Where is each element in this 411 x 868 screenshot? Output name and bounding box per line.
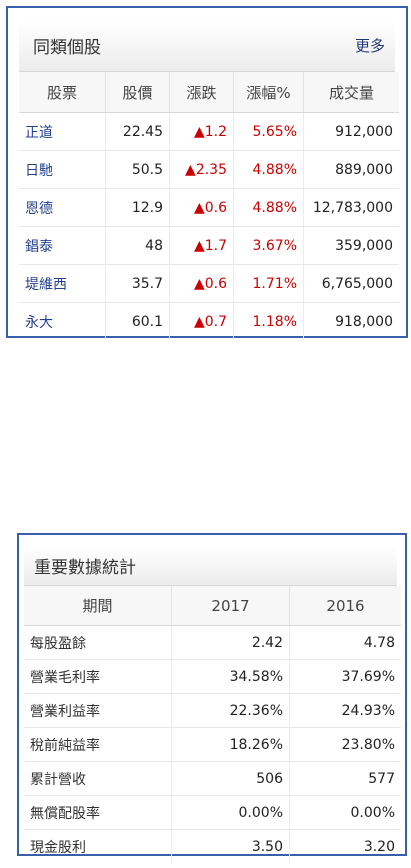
stock-price: 60.1	[105, 302, 170, 340]
stat-label: 稅前純益率	[24, 727, 172, 762]
stat-value-2016: 0.00%	[289, 795, 401, 830]
stat-value-2017: 34.58%	[171, 659, 290, 694]
stock-change-pct: 1.71%	[233, 264, 304, 303]
stat-value-2017: 0.00%	[171, 795, 290, 830]
peer-stocks-panel: 同類個股 更多 股票 股價 漲跌 漲幅% 成交量 正道 22.45 ▲1.2 5…	[6, 6, 408, 340]
stock-change-pct: 4.88%	[233, 188, 304, 227]
table-row: 堤維西 35.7 ▲0.6 1.71% 6,765,000	[19, 264, 399, 303]
column-header-price: 股價	[105, 72, 170, 113]
peer-stocks-header: 同類個股 更多	[19, 20, 395, 72]
stat-label: 每股盈餘	[24, 625, 172, 660]
stat-value-2017: 22.36%	[171, 693, 290, 728]
stock-change-pct: 4.88%	[233, 150, 304, 189]
peer-stocks-title: 同類個股	[33, 38, 101, 58]
stock-name-link[interactable]: 錩泰	[19, 226, 106, 265]
table-header-row: 股票 股價 漲跌 漲幅% 成交量	[19, 72, 399, 113]
key-stats-panel: 重要數據統計 期間 2017 2016 每股盈餘 2.42 4.78 營業毛利率…	[17, 533, 407, 863]
stock-name-link[interactable]: 正道	[19, 112, 106, 151]
stat-value-2017: 506	[171, 761, 290, 796]
stat-value-2017: 18.26%	[171, 727, 290, 762]
stock-name-link[interactable]: 永大	[19, 302, 106, 340]
stock-price: 22.45	[105, 112, 170, 151]
stat-label: 營業利益率	[24, 693, 172, 728]
stock-change: ▲2.35	[169, 150, 234, 189]
stat-label: 累計營收	[24, 761, 172, 796]
column-header-2016: 2016	[289, 586, 401, 626]
stock-volume: 359,000	[303, 226, 399, 265]
stock-change-pct: 1.18%	[233, 302, 304, 340]
table-row: 營業毛利率 34.58% 37.69%	[24, 659, 401, 694]
stat-value-2016: 4.78	[289, 625, 401, 660]
table-row: 累計營收 506 577	[24, 761, 401, 796]
stat-value-2017: 2.42	[171, 625, 290, 660]
column-header-change-pct: 漲幅%	[233, 72, 304, 113]
column-header-stock: 股票	[19, 72, 106, 113]
stat-label: 無償配股率	[24, 795, 172, 830]
table-row: 現金股利 3.50 3.20	[24, 829, 401, 863]
table-row: 每股盈餘 2.42 4.78	[24, 625, 401, 660]
stock-volume: 889,000	[303, 150, 399, 189]
stock-name-link[interactable]: 恩德	[19, 188, 106, 227]
table-header-row: 期間 2017 2016	[24, 586, 401, 626]
more-link[interactable]: 更多	[354, 37, 385, 55]
key-stats-header: 重要數據統計	[24, 546, 397, 586]
table-row: 稅前純益率 18.26% 23.80%	[24, 727, 401, 762]
stat-value-2016: 3.20	[363, 838, 395, 855]
stock-name-link[interactable]: 日馳	[19, 150, 106, 189]
key-stats-title: 重要數據統計	[34, 558, 136, 578]
table-row: 營業利益率 22.36% 24.93%	[24, 693, 401, 728]
stat-label: 現金股利	[24, 829, 172, 863]
stock-price: 48	[105, 226, 170, 265]
stat-value-2016: 24.93%	[289, 693, 401, 728]
stock-price: 50.5	[105, 150, 170, 189]
key-stats-table: 期間 2017 2016 每股盈餘 2.42 4.78 營業毛利率 34.58%…	[24, 586, 401, 863]
column-header-volume: 成交量	[303, 72, 399, 113]
table-row: 永大 60.1 ▲0.7 1.18% 918,000	[19, 302, 399, 340]
stock-name-link[interactable]: 堤維西	[19, 264, 106, 303]
stock-price: 12.9	[105, 188, 170, 227]
column-header-2017: 2017	[171, 586, 290, 626]
table-row: 恩德 12.9 ▲0.6 4.88% 12,783,000	[19, 188, 399, 227]
stock-volume: 12,783,000	[303, 188, 399, 227]
stock-volume: 918,000	[335, 313, 393, 330]
stock-volume: 6,765,000	[303, 264, 399, 303]
column-header-change: 漲跌	[169, 72, 234, 113]
table-row: 錩泰 48 ▲1.7 3.67% 359,000	[19, 226, 399, 265]
stat-label: 營業毛利率	[24, 659, 172, 694]
stock-change: ▲0.7	[169, 302, 234, 340]
table-row: 日馳 50.5 ▲2.35 4.88% 889,000	[19, 150, 399, 189]
stock-change: ▲0.6	[169, 264, 234, 303]
stat-value-2016: 577	[289, 761, 401, 796]
peer-stocks-table: 股票 股價 漲跌 漲幅% 成交量 正道 22.45 ▲1.2 5.65% 912…	[19, 72, 399, 340]
stock-price: 35.7	[105, 264, 170, 303]
stat-value-2016: 23.80%	[289, 727, 401, 762]
stat-value-2016: 37.69%	[289, 659, 401, 694]
stat-value-2017: 3.50	[171, 829, 290, 863]
table-row: 無償配股率 0.00% 0.00%	[24, 795, 401, 830]
table-row: 正道 22.45 ▲1.2 5.65% 912,000	[19, 112, 399, 151]
stock-change: ▲1.2	[169, 112, 234, 151]
stock-change: ▲0.6	[169, 188, 234, 227]
column-header-period: 期間	[24, 586, 172, 626]
stock-change: ▲1.7	[169, 226, 234, 265]
stock-volume: 912,000	[303, 112, 399, 151]
stock-change-pct: 3.67%	[233, 226, 304, 265]
stock-change-pct: 5.65%	[233, 112, 304, 151]
